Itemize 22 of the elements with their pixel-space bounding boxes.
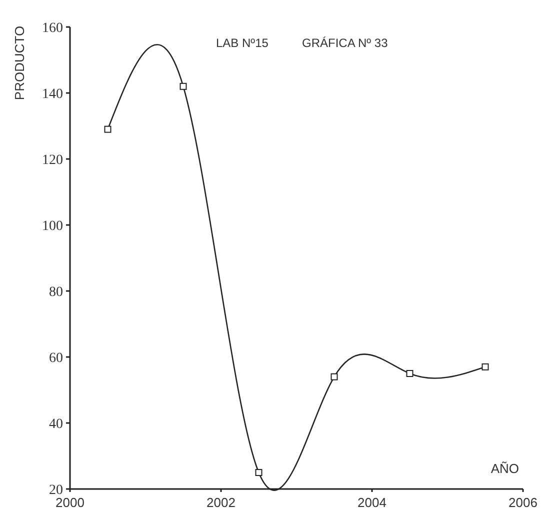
point — [104, 126, 112, 133]
y-axis-title: PRODUCTO — [12, 26, 27, 100]
text: GRÁFICA Nº 33 — [302, 36, 388, 50]
y-tick-label: 160 — [42, 20, 63, 36]
y-tick-label: 20 — [49, 482, 63, 498]
point — [180, 82, 187, 90]
x-axis-title: AÑO — [490, 461, 519, 476]
y-tick-label: 140 — [42, 86, 63, 102]
point — [482, 363, 489, 370]
point — [330, 373, 338, 380]
x-tick-label: 2002 — [206, 495, 236, 510]
text: LAB Nº15 — [216, 36, 269, 50]
x-tick-label: 2000 — [56, 495, 84, 510]
y-tick-label: 80 — [49, 284, 63, 300]
x-tick-label: 2004 — [358, 495, 386, 510]
y-tick-label: 100 — [42, 218, 63, 234]
y-tick-label: 60 — [49, 350, 63, 366]
y-tick-label: 120 — [42, 152, 63, 168]
point — [255, 469, 262, 476]
y-tick-label: 40 — [49, 416, 63, 432]
x-tick-label: 2006 — [508, 495, 538, 510]
point — [406, 370, 414, 377]
